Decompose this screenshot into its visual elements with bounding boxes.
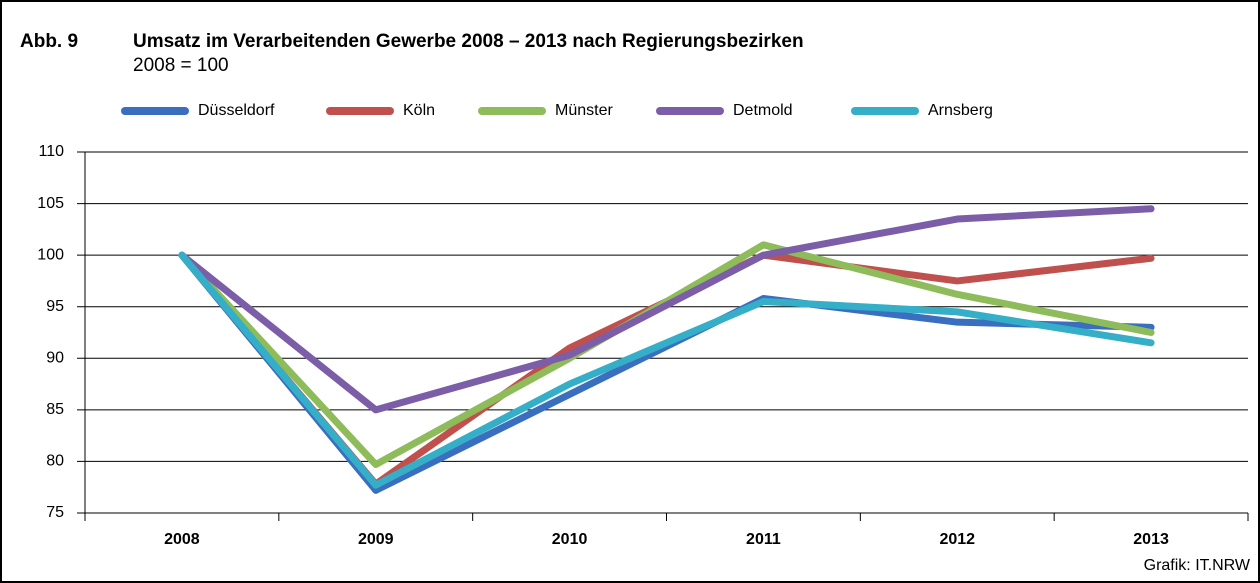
legend-label: Köln xyxy=(403,102,435,119)
y-tick-label: 75 xyxy=(46,504,64,521)
x-tick-label: 2011 xyxy=(746,531,781,548)
legend-label: Münster xyxy=(555,102,613,119)
x-tick-label: 2008 xyxy=(164,531,200,548)
y-tick-label: 105 xyxy=(37,195,64,212)
series-line xyxy=(178,251,1155,489)
y-tick-label: 80 xyxy=(46,453,64,470)
chart-subtitle: 2008 = 100 xyxy=(133,55,229,76)
chart-title: Umsatz im Verarbeitenden Gewerbe 2008 – … xyxy=(133,31,804,52)
x-tick-label: 2013 xyxy=(1133,531,1169,548)
figure-label: Abb. 9 xyxy=(20,31,78,52)
y-tick-label: 110 xyxy=(38,143,64,160)
legend-label: Detmold xyxy=(733,102,793,119)
legend-label: Düsseldorf xyxy=(198,102,275,119)
y-tick-label: 100 xyxy=(37,246,64,263)
y-tick-label: 90 xyxy=(46,350,64,367)
series-line xyxy=(178,205,1155,414)
legend-label: Arnsberg xyxy=(928,102,993,119)
x-tick-label: 2010 xyxy=(552,531,588,548)
y-tick-label: 85 xyxy=(46,401,64,418)
x-tick-label: 2009 xyxy=(358,531,394,548)
y-tick-label: 95 xyxy=(46,298,64,315)
source: Grafik: IT.NRW xyxy=(1144,557,1251,574)
x-tick-label: 2012 xyxy=(939,531,975,548)
